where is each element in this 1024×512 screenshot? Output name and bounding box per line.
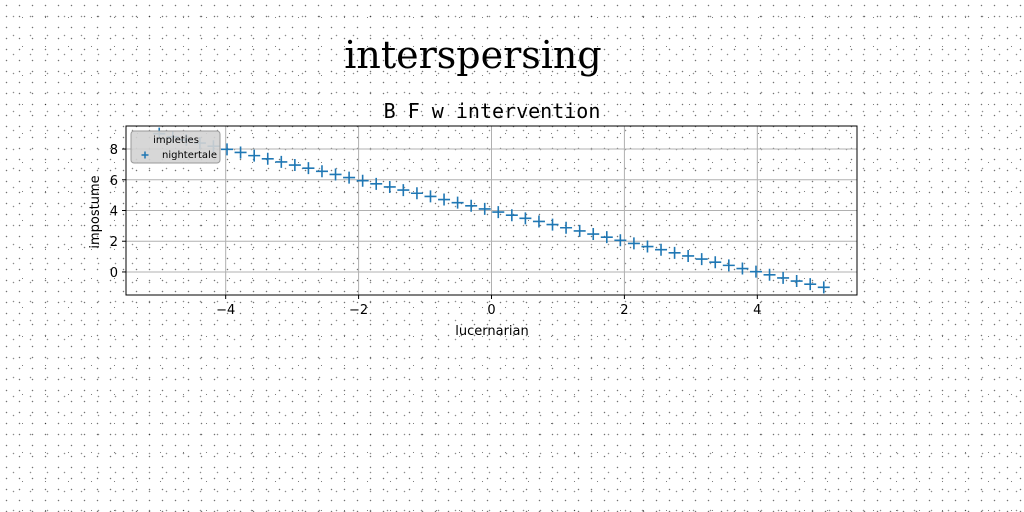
data-point — [573, 224, 586, 237]
data-point — [451, 196, 464, 209]
data-point — [329, 168, 342, 181]
data-point — [614, 234, 627, 247]
y-tick-label: 8 — [110, 143, 118, 158]
x-tick-label: 0 — [487, 303, 495, 318]
data-point — [315, 165, 328, 178]
data-point — [695, 253, 708, 266]
data-point — [709, 256, 722, 269]
data-point — [655, 243, 668, 256]
legend-box — [130, 130, 221, 164]
legend-marker — [141, 151, 149, 159]
data-point — [343, 171, 356, 184]
data-point — [234, 146, 247, 159]
data-point — [560, 221, 573, 234]
data-point — [519, 212, 532, 225]
data-point — [641, 240, 654, 253]
data-point — [410, 187, 423, 200]
data-point — [532, 215, 545, 228]
data-point — [302, 162, 315, 175]
data-point — [288, 159, 301, 172]
y-tick-label: 6 — [110, 174, 118, 189]
data-point — [790, 275, 803, 288]
grid — [126, 126, 857, 295]
x-axis-label: lucernarian — [455, 324, 528, 339]
data-point — [763, 268, 776, 281]
y-axis-label: impostume — [88, 175, 103, 248]
data-point — [505, 209, 518, 222]
x-tick-label: −2 — [349, 303, 368, 318]
data-point — [397, 184, 410, 197]
data-point — [600, 231, 613, 244]
data-point — [438, 193, 451, 206]
x-tick-label: 2 — [620, 303, 628, 318]
data-point — [275, 155, 288, 168]
data-point — [546, 218, 559, 231]
y-tick-label: 0 — [110, 266, 118, 281]
data-point — [424, 190, 437, 203]
data-point — [722, 259, 735, 272]
axes-title: B F w intervention — [384, 99, 601, 123]
data-point — [478, 202, 491, 215]
data-point — [777, 271, 790, 284]
figure-title: interspersing — [344, 33, 601, 77]
x-tick-label: 4 — [753, 303, 761, 318]
data-point — [736, 262, 749, 275]
data-point — [749, 265, 762, 278]
x-tick-label: −4 — [216, 303, 235, 318]
y-tick-label: 4 — [110, 205, 118, 220]
data-point — [587, 228, 600, 241]
data-point — [370, 177, 383, 190]
legend-marker-glyph — [141, 151, 149, 159]
data-point — [261, 152, 274, 165]
data-point — [804, 278, 817, 291]
data-point — [668, 246, 681, 259]
legend-title: impleties — [153, 135, 199, 146]
data-point — [248, 149, 261, 162]
data-point — [465, 199, 478, 212]
axis-ticks: −4 −2 0 2 4 0 2 4 6 8 — [110, 143, 762, 318]
data-point — [383, 180, 396, 193]
legend: impleties nightertale — [130, 130, 221, 164]
data-point — [356, 174, 369, 187]
legend-label: nightertale — [162, 150, 217, 161]
data-point — [627, 237, 640, 250]
y-tick-label: 2 — [110, 235, 118, 250]
data-point — [492, 206, 505, 219]
data-point — [682, 249, 695, 262]
data-point — [221, 143, 234, 156]
data-point — [817, 281, 830, 294]
